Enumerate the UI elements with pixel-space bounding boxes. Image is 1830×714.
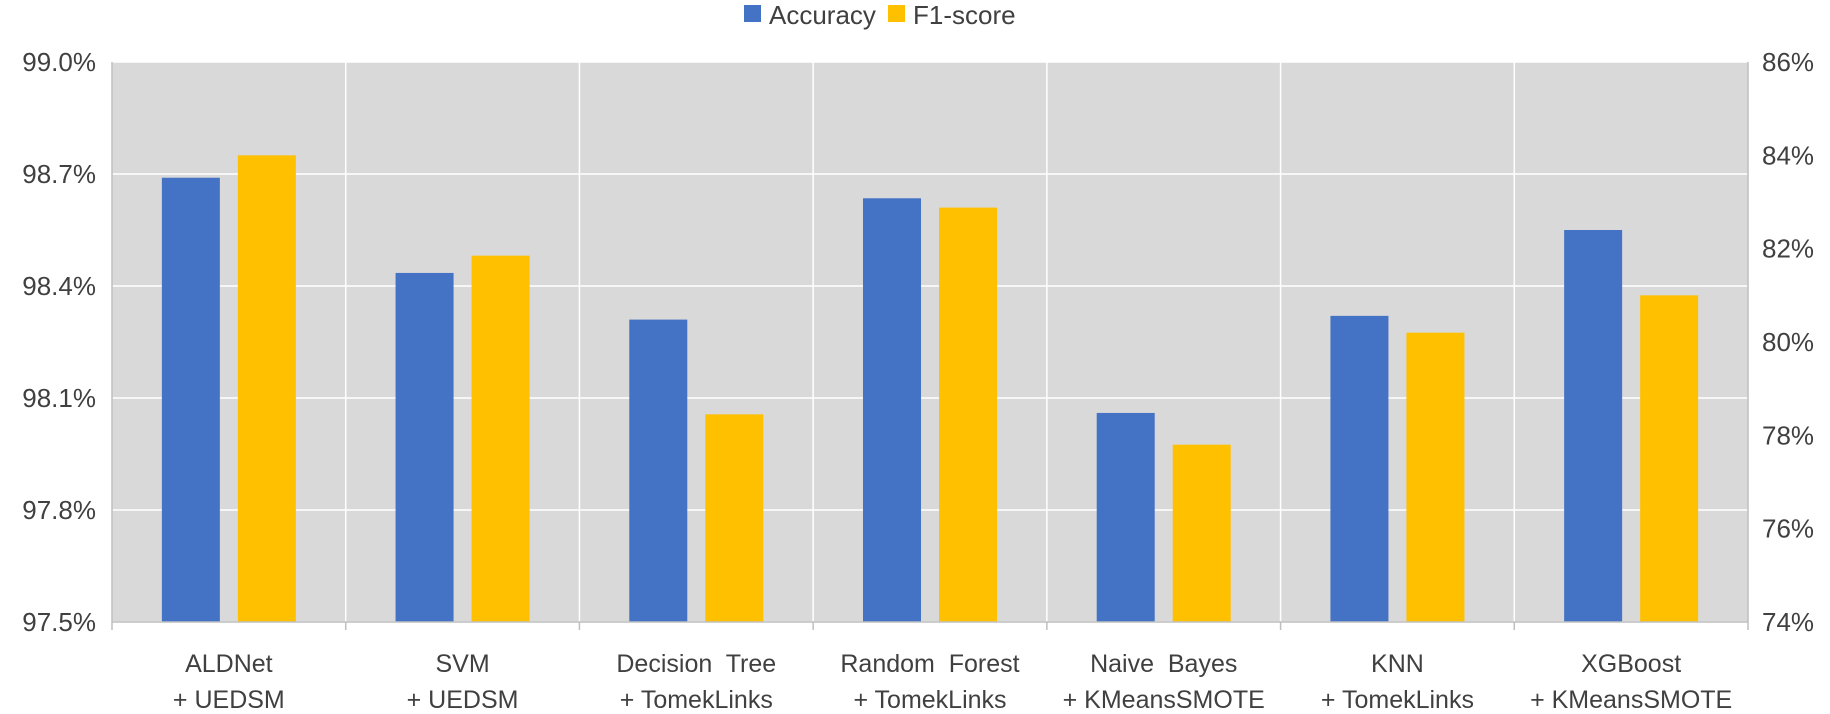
category-label: + TomekLinks — [853, 686, 1006, 714]
right-axis-tick-label: 78% — [1762, 420, 1814, 450]
category-label: + KMeansSMOTE — [1530, 686, 1732, 714]
left-axis-tick-label: 98.4% — [22, 271, 96, 301]
bar-f1-score — [237, 155, 296, 623]
legend-swatch — [888, 5, 905, 22]
right-axis-tick-label: 86% — [1762, 47, 1814, 77]
bar-f1-score — [1640, 295, 1699, 622]
bar-accuracy — [161, 177, 220, 622]
bar-f1-score — [1406, 332, 1465, 622]
right-axis-ticks: 74% 76% 78% 80% 82% 84% 86% — [1762, 47, 1814, 637]
category-label: + UEDSM — [173, 686, 285, 714]
category-label: + TomekLinks — [1321, 686, 1474, 714]
bar-f1-score — [939, 207, 997, 622]
bar-f1-score — [705, 414, 764, 622]
bar-accuracy — [863, 198, 921, 622]
left-axis-ticks: 97.5% 97.8% 98.1% 98.4% 98.7% 99.0% — [22, 47, 96, 637]
legend-label: F1-score — [913, 0, 1016, 30]
category-label: KNN — [1371, 650, 1424, 678]
bar-accuracy — [1096, 412, 1155, 622]
legend-label: Accuracy — [769, 0, 876, 30]
bar-f1-score — [1172, 444, 1231, 622]
gridlines — [112, 61, 1748, 623]
category-label: + UEDSM — [407, 686, 519, 714]
plot-area — [112, 62, 1748, 622]
legend-swatch — [744, 5, 761, 22]
category-label: Naive Bayes — [1090, 650, 1237, 678]
bar-accuracy — [1564, 230, 1623, 622]
bar-accuracy — [629, 319, 688, 622]
axes — [111, 62, 1749, 630]
left-axis-tick-label: 97.8% — [22, 495, 96, 525]
left-axis-tick-label: 98.7% — [22, 159, 96, 189]
category-label: Decision Tree — [616, 650, 776, 678]
legend: Accuracy F1-score — [744, 0, 1016, 30]
category-label: XGBoost — [1581, 650, 1681, 678]
category-label: Random Forest — [840, 650, 1019, 678]
category-label: ALDNet — [185, 650, 273, 678]
right-axis-tick-label: 80% — [1762, 327, 1814, 357]
bars — [161, 155, 1699, 623]
category-label: SVM — [435, 650, 489, 678]
category-label: + KMeansSMOTE — [1063, 686, 1265, 714]
bar-accuracy — [395, 272, 454, 622]
left-axis-tick-label: 99.0% — [22, 47, 96, 77]
category-labels: ALDNet + UEDSM SVM + UEDSM Decision Tree + To… — [173, 650, 1732, 714]
right-axis-tick-label: 74% — [1762, 607, 1814, 637]
category-label: + TomekLinks — [620, 686, 773, 714]
right-axis-tick-label: 82% — [1762, 234, 1814, 264]
bar-accuracy — [1330, 315, 1389, 622]
left-axis-tick-label: 98.1% — [22, 383, 96, 413]
right-axis-tick-label: 84% — [1762, 140, 1814, 170]
bar-f1-score — [471, 255, 530, 622]
left-axis-tick-label: 97.5% — [22, 607, 96, 637]
right-axis-tick-label: 76% — [1762, 514, 1814, 544]
